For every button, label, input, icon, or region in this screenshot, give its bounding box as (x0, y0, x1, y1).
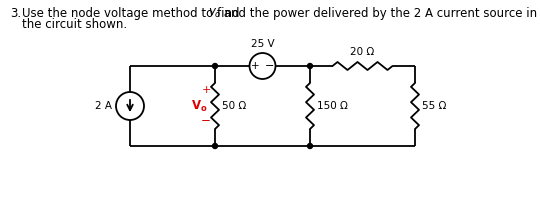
Text: $\mathbf{V_o}$: $\mathbf{V_o}$ (191, 98, 208, 114)
Text: +: + (251, 61, 260, 71)
Text: 150 Ω: 150 Ω (317, 101, 348, 111)
Text: and the power delivered by the 2 A current source in: and the power delivered by the 2 A curre… (220, 7, 537, 20)
Circle shape (307, 144, 313, 149)
Text: 20 Ω: 20 Ω (350, 47, 375, 57)
Circle shape (213, 144, 218, 149)
Text: 25 V: 25 V (251, 39, 274, 49)
Text: +: + (201, 85, 211, 95)
Circle shape (307, 64, 313, 68)
Text: the circuit shown.: the circuit shown. (22, 18, 127, 31)
Text: 55 Ω: 55 Ω (422, 101, 447, 111)
Text: −: − (201, 114, 211, 127)
Text: Use the node voltage method to find: Use the node voltage method to find (22, 7, 243, 20)
Text: 50 Ω: 50 Ω (222, 101, 246, 111)
Text: $\it{v}_o$: $\it{v}_o$ (208, 7, 221, 20)
Text: 2 A: 2 A (95, 101, 112, 111)
Text: −: − (265, 61, 274, 71)
Text: 3.: 3. (10, 7, 21, 20)
Circle shape (213, 64, 218, 68)
